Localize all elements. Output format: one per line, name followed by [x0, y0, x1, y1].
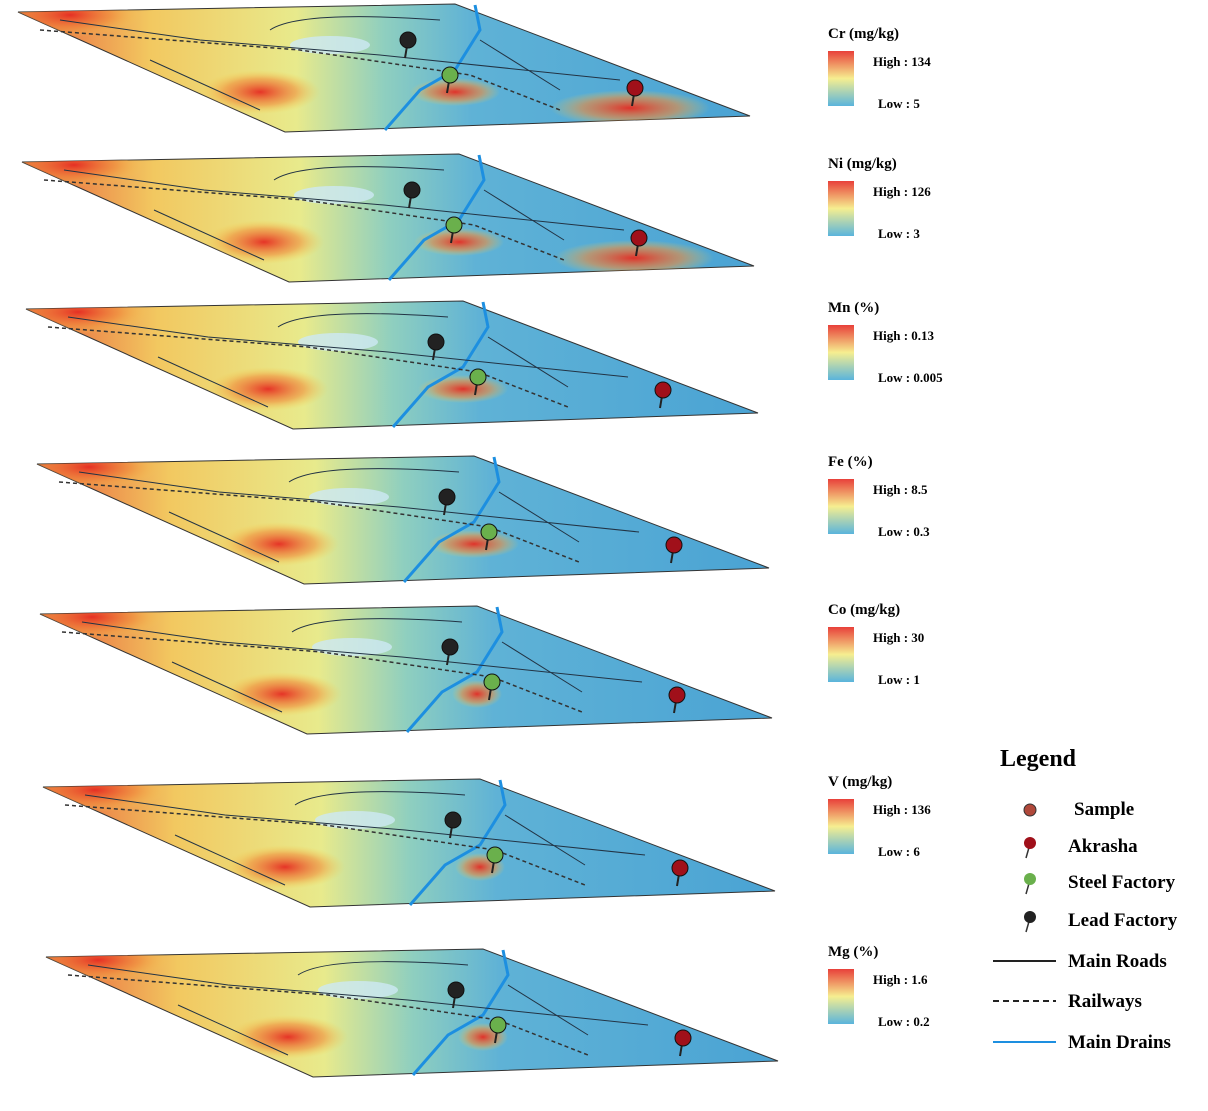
pin: [487, 847, 503, 863]
map-layer: [22, 595, 772, 734]
legend-icon: [1024, 837, 1036, 849]
color-bar: [828, 799, 854, 854]
layer-title: Fe (%): [828, 454, 873, 470]
hotspot: [22, 595, 162, 639]
pin: [627, 80, 643, 96]
pin: [675, 1030, 691, 1046]
high-label: High : 30: [873, 630, 924, 645]
color-bar: [828, 479, 854, 534]
map-layer: [28, 938, 778, 1077]
pin: [442, 639, 458, 655]
legend-label: Sample: [1074, 799, 1134, 820]
map-layer: [25, 768, 775, 907]
pin: [445, 812, 461, 828]
pin: [442, 67, 458, 83]
low-label: Low : 1: [878, 672, 920, 687]
pin: [448, 982, 464, 998]
pin: [631, 230, 647, 246]
color-bar: [828, 627, 854, 682]
pin: [655, 382, 671, 398]
low-label: Low : 0.005: [878, 370, 943, 385]
layer-title: Ni (mg/kg): [828, 156, 897, 172]
hotspot: [4, 143, 144, 187]
figure: Legend Cr (mg/kg) High : 134 Low : 5 Ni (mg…: [0, 0, 1208, 1106]
pin: [666, 537, 682, 553]
pin: [446, 217, 462, 233]
pin: [404, 182, 420, 198]
hotspot: [219, 522, 339, 566]
layer-title: Cr (mg/kg): [828, 26, 899, 42]
map-layer: [8, 290, 758, 429]
high-label: High : 0.13: [873, 328, 935, 343]
legend-label: Main Drains: [1068, 1032, 1171, 1053]
map-layer: [0, 0, 750, 132]
layer-title: Co (mg/kg): [828, 602, 900, 618]
low-label: Low : 0.3: [878, 524, 930, 539]
legend-label: Steel Factory: [1068, 872, 1176, 893]
hotspot: [204, 220, 324, 264]
pin: [669, 687, 685, 703]
legend-icon: [1024, 911, 1036, 923]
map-layer: [4, 143, 754, 282]
map-layer: [19, 445, 769, 584]
hotspot: [8, 290, 148, 334]
pin: [439, 489, 455, 505]
high-label: High : 8.5: [873, 482, 928, 497]
legend-label: Akrasha: [1068, 836, 1138, 857]
pin: [428, 334, 444, 350]
high-label: High : 136: [873, 802, 931, 817]
hotspot: [208, 367, 328, 411]
pin: [400, 32, 416, 48]
low-label: Low : 3: [878, 226, 920, 241]
legend-title: Legend: [1000, 746, 1077, 772]
high-label: High : 126: [873, 184, 931, 199]
hotspot: [225, 845, 345, 889]
hotspot: [200, 70, 320, 114]
hotspot: [19, 445, 159, 489]
hotspot: [222, 672, 342, 716]
legend-label: Main Roads: [1068, 951, 1167, 972]
pin: [672, 860, 688, 876]
color-bar: [828, 325, 854, 380]
legend-icon: [1024, 804, 1036, 816]
low-label: Low : 5: [878, 96, 920, 111]
layer-title: Mg (%): [828, 944, 878, 960]
legend-label: Railways: [1068, 991, 1142, 1012]
low-label: Low : 6: [878, 844, 920, 859]
layer-title: V (mg/kg): [828, 774, 892, 790]
legend-label: Lead Factory: [1068, 910, 1178, 931]
legend-icon: [1024, 873, 1036, 885]
pin: [481, 524, 497, 540]
color-bar: [828, 181, 854, 236]
hotspot: [28, 938, 168, 982]
color-bar: [828, 51, 854, 106]
pin: [484, 674, 500, 690]
layer-title: Mn (%): [828, 300, 879, 316]
hotspot: [25, 768, 165, 812]
high-label: High : 1.6: [873, 972, 928, 987]
low-label: Low : 0.2: [878, 1014, 930, 1029]
hotspot: [228, 1015, 348, 1059]
high-label: High : 134: [873, 54, 931, 69]
pin: [490, 1017, 506, 1033]
pin: [470, 369, 486, 385]
color-bar: [828, 969, 854, 1024]
